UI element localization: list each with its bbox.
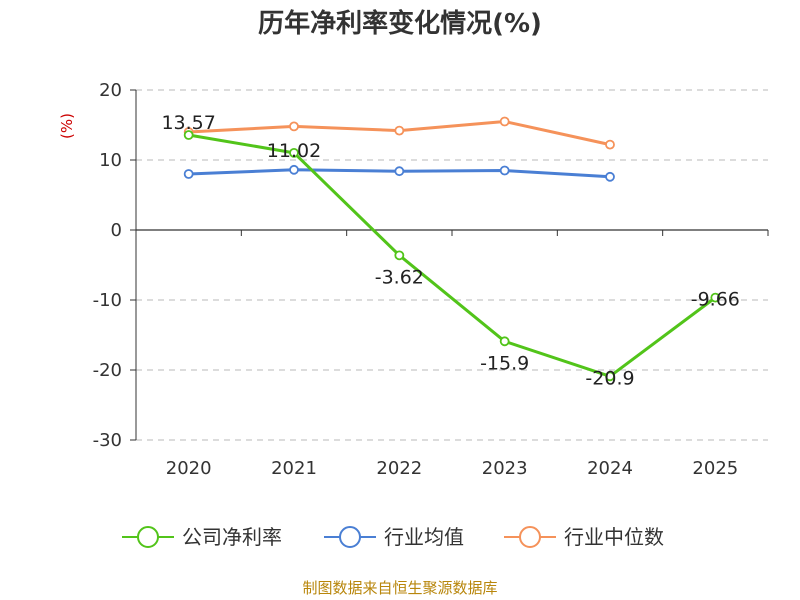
data-label-1: 11.02	[267, 140, 321, 162]
series-2-point-4	[605, 139, 615, 150]
x-tick-label-2: 2022	[376, 458, 422, 479]
series-1-point-3	[499, 165, 510, 176]
y-tick-label-1: 10	[99, 150, 122, 171]
legend-label-0: 公司净利率	[182, 525, 282, 549]
legend-marker-2	[519, 526, 541, 548]
x-tick-label-0: 2020	[166, 458, 212, 479]
legend[interactable]: 公司净利率 行业均值 行业中位数	[122, 525, 664, 549]
series-line-0	[188, 133, 717, 378]
axes: 20 10 0 -10 -20 -30 2020 2021 2022 2023 2024 2025	[93, 80, 769, 479]
series-0-point-2	[394, 250, 405, 261]
legend-item-1[interactable]: 行业均值	[324, 525, 464, 549]
x-tick-label-5: 2025	[692, 458, 738, 479]
legend-item-0[interactable]: 公司净利率	[122, 525, 282, 549]
series-lines	[183, 116, 721, 382]
y-tick-label-5: -30	[93, 430, 122, 451]
series-0-point-3	[499, 336, 510, 347]
series-1-point-4	[605, 171, 615, 182]
series-0-point-5	[710, 292, 721, 303]
legend-marker-1	[339, 526, 361, 548]
series-2-point-3	[499, 116, 510, 127]
chart-title: 历年净利率变化情况(%)	[258, 8, 542, 39]
y-tick-label-0: 20	[99, 80, 122, 101]
y-tick-label-3: -10	[93, 290, 122, 311]
x-tick-label-4: 2024	[587, 458, 633, 479]
series-0-point-1	[289, 147, 299, 158]
legend-label-1: 行业均值	[384, 525, 464, 549]
legend-label-2: 行业中位数	[564, 525, 664, 549]
series-1-point-2	[394, 166, 405, 177]
data-label-0: 13.57	[161, 112, 215, 134]
series-0-point-0	[183, 130, 194, 140]
data-labels: 13.57 11.02 -3.62 -15.9 -20.9 -9.66	[161, 112, 739, 389]
series-0-point-4	[605, 371, 615, 382]
x-tick-label-1: 2021	[271, 458, 317, 479]
y-axis-unit-label: (%)	[58, 113, 76, 139]
y-tick-label-4: -20	[93, 360, 122, 381]
data-source-note: 制图数据来自恒生聚源数据库	[302, 579, 497, 597]
x-tick-label-3: 2023	[482, 458, 528, 479]
y-tick-label-2: 0	[111, 220, 122, 241]
data-label-3: -15.9	[480, 352, 529, 374]
data-label-4: -20.9	[585, 367, 634, 389]
series-1-point-1	[289, 164, 299, 175]
legend-item-2[interactable]: 行业中位数	[504, 525, 664, 549]
series-2-point-2	[394, 125, 405, 136]
legend-marker-0	[137, 526, 159, 548]
data-label-2: -3.62	[375, 266, 424, 288]
data-label-5: -9.66	[691, 289, 740, 311]
series-1-point-0	[183, 169, 194, 179]
series-2-point-1	[289, 121, 299, 132]
